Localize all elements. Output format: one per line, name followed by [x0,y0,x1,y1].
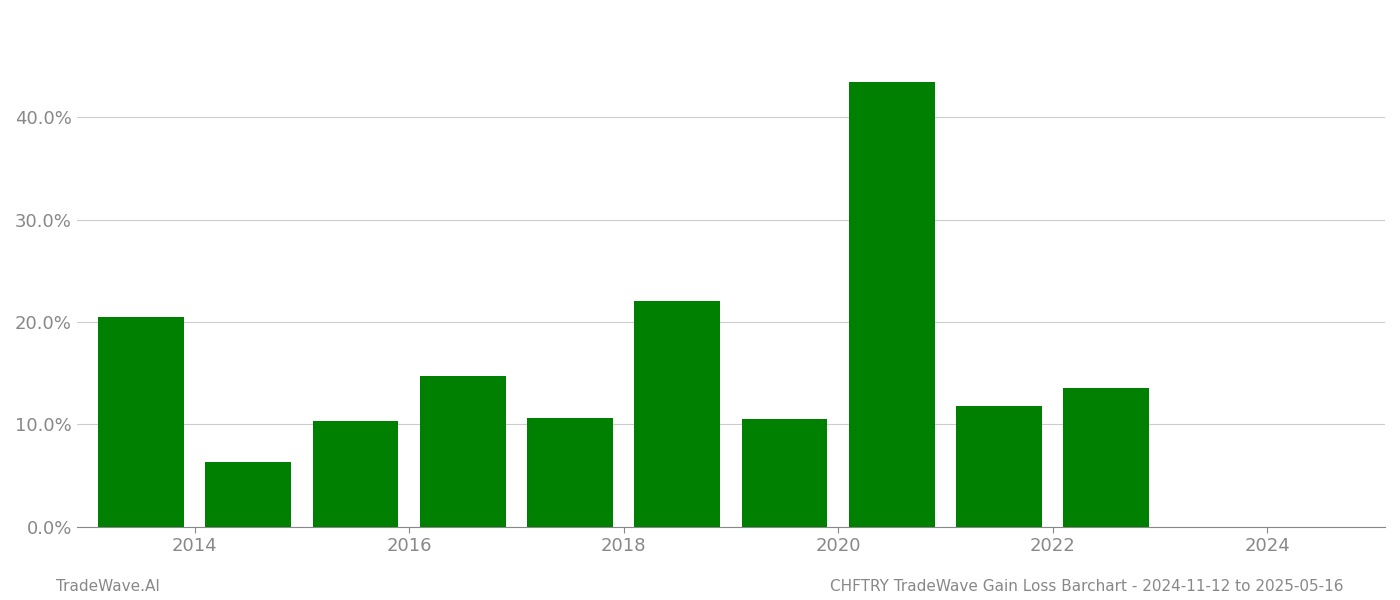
Bar [848,82,935,527]
Bar [312,421,399,527]
Text: TradeWave.AI: TradeWave.AI [56,579,160,594]
Bar [956,406,1042,527]
Bar [420,376,505,527]
Bar [742,419,827,527]
Bar [206,462,291,527]
Bar [528,418,613,527]
Text: CHFTRY TradeWave Gain Loss Barchart - 2024-11-12 to 2025-05-16: CHFTRY TradeWave Gain Loss Barchart - 20… [830,579,1344,594]
Bar [98,317,183,527]
Bar [1063,388,1149,527]
Bar [634,301,720,527]
